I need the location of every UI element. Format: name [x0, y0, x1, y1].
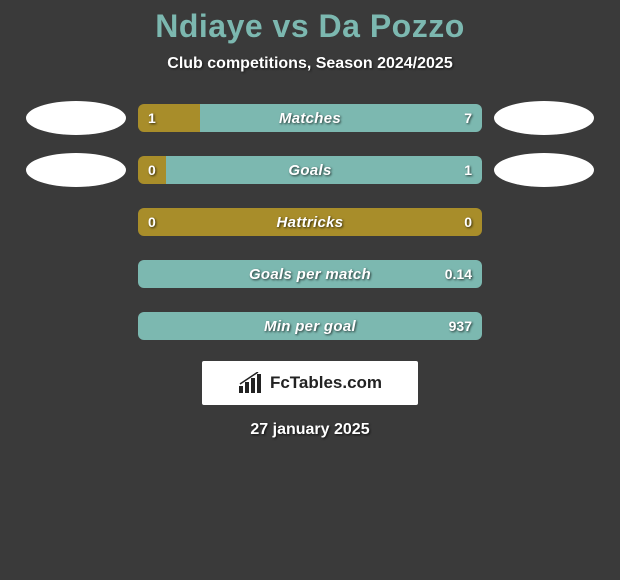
brand-chart-icon [238, 372, 264, 394]
stat-bar: Goals per match0.14 [138, 260, 482, 288]
stat-row: 1Matches7 [0, 101, 620, 135]
stat-label: Hattricks [138, 208, 482, 236]
brand-box: FcTables.com [202, 361, 418, 405]
stat-right-value: 7 [464, 104, 472, 132]
stat-row: 0Hattricks0 [0, 205, 620, 239]
stat-bar: 1Matches7 [138, 104, 482, 132]
stat-label: Goals [138, 156, 482, 184]
stat-right-value: 937 [449, 312, 472, 340]
stat-row: Goals per match0.14 [0, 257, 620, 291]
stat-right-value: 0 [464, 208, 472, 236]
subtitle: Club competitions, Season 2024/2025 [0, 55, 620, 73]
stat-label: Min per goal [138, 312, 482, 340]
avatar-spacer [494, 257, 594, 291]
stat-bar: Min per goal937 [138, 312, 482, 340]
player-right-avatar [494, 153, 594, 187]
brand-text: FcTables.com [270, 373, 382, 393]
comparison-infographic: Ndiaye vs Da Pozzo Club competitions, Se… [0, 0, 620, 580]
stat-label: Goals per match [138, 260, 482, 288]
avatar-spacer [26, 309, 126, 343]
stat-bar: 0Goals1 [138, 156, 482, 184]
avatar-spacer [26, 205, 126, 239]
player-left-avatar [26, 153, 126, 187]
date-label: 27 january 2025 [0, 421, 620, 439]
stat-rows: 1Matches70Goals10Hattricks0Goals per mat… [0, 101, 620, 343]
avatar-spacer [494, 205, 594, 239]
stat-right-value: 0.14 [445, 260, 472, 288]
stat-right-value: 1 [464, 156, 472, 184]
stat-bar: 0Hattricks0 [138, 208, 482, 236]
page-title: Ndiaye vs Da Pozzo [0, 8, 620, 45]
stat-row: Min per goal937 [0, 309, 620, 343]
stat-label: Matches [138, 104, 482, 132]
avatar-spacer [26, 257, 126, 291]
player-left-avatar [26, 101, 126, 135]
player-right-avatar [494, 101, 594, 135]
stat-row: 0Goals1 [0, 153, 620, 187]
avatar-spacer [494, 309, 594, 343]
